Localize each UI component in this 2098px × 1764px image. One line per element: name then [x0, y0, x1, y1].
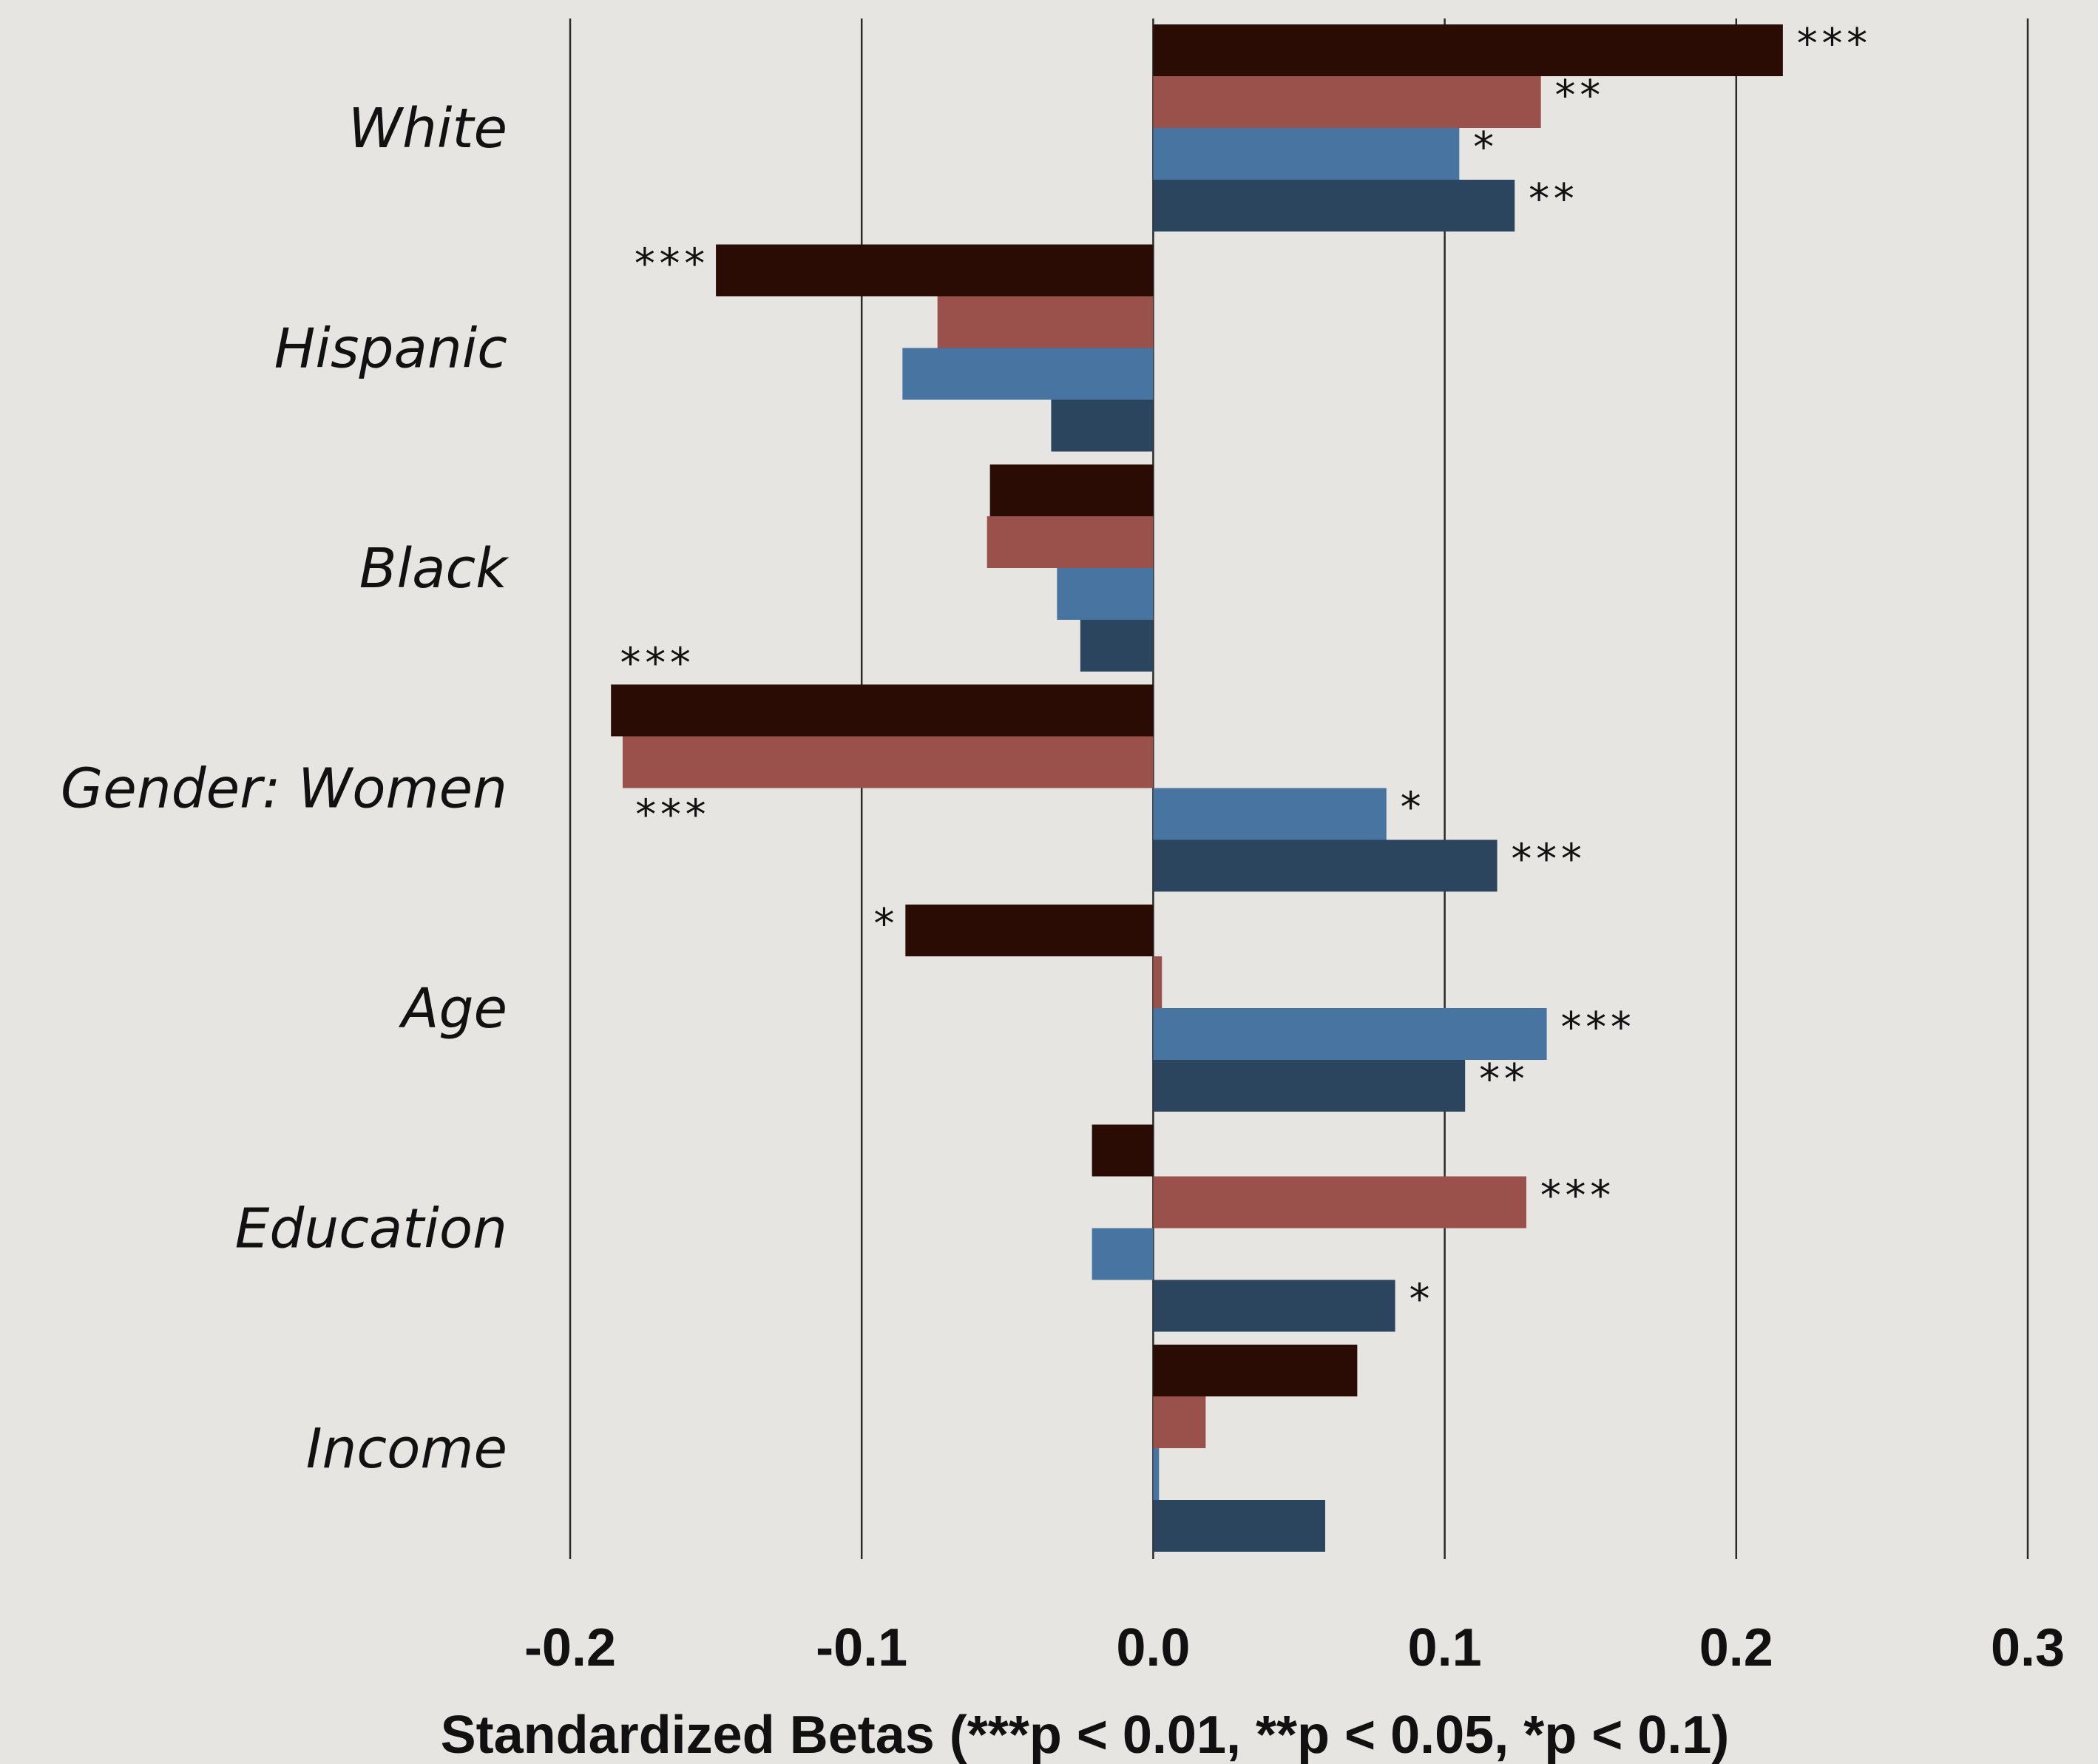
x-tick-label: 0.3	[1991, 1618, 2065, 1677]
bar	[1092, 1124, 1154, 1177]
significance-label: **	[1526, 175, 1576, 223]
category-labels: White Hispanic Black Gender: Women Age Educat…	[61, 97, 510, 1481]
bar	[1153, 1448, 1160, 1500]
category-label: Age	[399, 977, 507, 1041]
bar	[1153, 1008, 1547, 1060]
category-label: White	[348, 97, 507, 160]
category-label: Education	[235, 1197, 507, 1261]
bar	[1153, 180, 1515, 232]
significance-label: **	[1553, 72, 1603, 120]
significance-label: ***	[1795, 20, 1869, 68]
bars	[611, 24, 1783, 1552]
bar	[1057, 568, 1154, 620]
significance-label: ***	[1509, 836, 1584, 884]
bar	[622, 736, 1154, 788]
bar	[1153, 76, 1541, 128]
bar	[1153, 1280, 1395, 1332]
x-tick-labels: -0.2 -0.1 0.0 0.1 0.2 0.3	[524, 1618, 2065, 1677]
bar	[1153, 1345, 1358, 1396]
significance-labels: ***************** **************	[618, 20, 1869, 1324]
significance-label: ***	[632, 240, 707, 288]
bar	[1051, 399, 1154, 452]
bar	[1153, 839, 1498, 892]
bar	[716, 244, 1154, 297]
bar	[1153, 24, 1783, 76]
bar	[1092, 1228, 1154, 1280]
x-tick-label: -0.2	[524, 1618, 616, 1677]
significance-label: *	[1471, 124, 1496, 172]
x-axis-title: Standardized Betas (***p < 0.01, **p < 0…	[441, 1706, 1730, 1764]
bar	[1153, 1060, 1466, 1112]
category-label: Hispanic	[274, 317, 507, 381]
bar	[1080, 620, 1154, 672]
significance-label: ***	[633, 791, 708, 839]
bar	[1153, 1396, 1206, 1448]
x-tick-label: 0.0	[1116, 1618, 1190, 1677]
category-label: Gender: Women	[61, 757, 507, 821]
significance-label: ***	[618, 640, 693, 688]
bar	[937, 296, 1154, 348]
bar	[611, 684, 1154, 737]
bar	[989, 464, 1154, 516]
significance-label: *	[1407, 1276, 1432, 1324]
x-tick-label: 0.2	[1699, 1618, 1773, 1677]
significance-label: ***	[1538, 1172, 1613, 1220]
bar	[1153, 956, 1163, 1008]
bar	[1153, 788, 1387, 840]
bar	[1153, 1500, 1325, 1552]
bar	[1153, 1176, 1526, 1229]
category-label: Income	[306, 1417, 507, 1481]
significance-label: ***	[1559, 1004, 1634, 1052]
category-label: Black	[359, 537, 510, 601]
bar	[1153, 128, 1460, 180]
x-tick-label: -0.1	[816, 1618, 907, 1677]
significance-label: *	[1398, 784, 1424, 832]
significance-label: *	[872, 900, 897, 948]
bar	[905, 905, 1154, 956]
bar	[902, 348, 1154, 400]
significance-label: **	[1477, 1055, 1526, 1104]
bar	[987, 516, 1154, 568]
x-tick-label: 0.1	[1408, 1618, 1482, 1677]
